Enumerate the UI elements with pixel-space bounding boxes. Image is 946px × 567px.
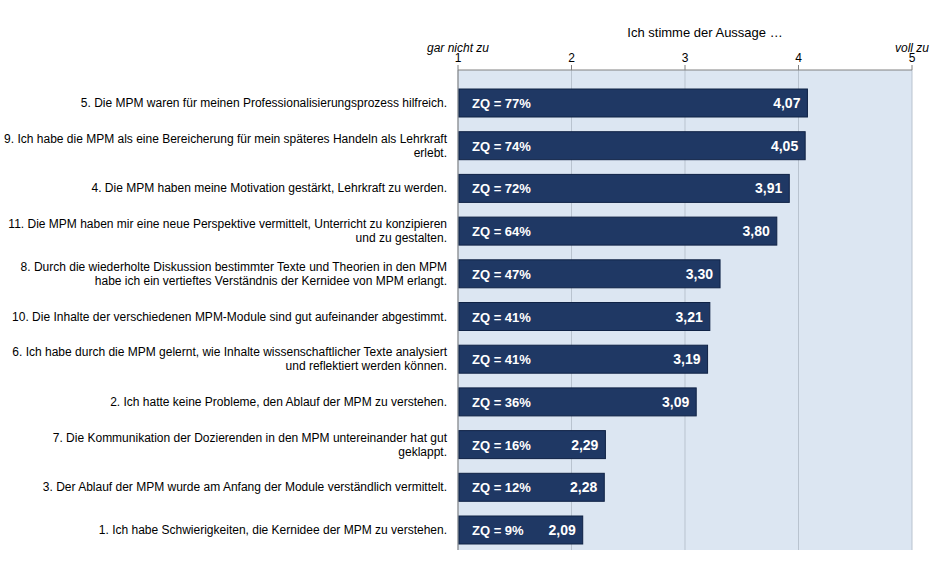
zq-label: ZQ = 41% bbox=[472, 352, 531, 367]
category-label: 3. Der Ablauf der MPM wurde am Anfang de… bbox=[4, 467, 447, 507]
data-label: 3,30 bbox=[686, 266, 713, 282]
category-label: 8. Durch die wiederholte Diskussion best… bbox=[4, 254, 447, 294]
bar bbox=[459, 516, 583, 544]
data-label: 2,29 bbox=[571, 437, 598, 453]
data-label: 3,80 bbox=[743, 223, 770, 239]
zq-label: ZQ = 64% bbox=[472, 224, 531, 239]
bars bbox=[459, 89, 807, 544]
category-label: 5. Die MPM waren für meinen Professional… bbox=[4, 83, 447, 123]
y-axis-line bbox=[458, 70, 459, 550]
bar bbox=[459, 431, 605, 459]
category-label: 1. Ich habe Schwierigkeiten, die Kernide… bbox=[4, 510, 447, 550]
bar bbox=[459, 345, 708, 373]
tick-mark bbox=[798, 65, 799, 70]
category-label: 10. Die Inhalte der verschiedenen MPM-Mo… bbox=[4, 297, 447, 337]
annotation: gar nicht zu bbox=[427, 41, 489, 55]
tick-mark bbox=[571, 65, 572, 70]
zq-label: ZQ = 16% bbox=[472, 438, 531, 453]
data-label: 4,05 bbox=[771, 138, 798, 154]
bar bbox=[459, 217, 777, 245]
data-label: 3,91 bbox=[755, 180, 782, 196]
plot-area bbox=[458, 70, 912, 550]
grid-line bbox=[912, 70, 913, 550]
tick-mark bbox=[458, 65, 459, 70]
zq-label: ZQ = 74% bbox=[472, 139, 531, 154]
bar bbox=[459, 132, 805, 160]
tick-label: 4 bbox=[795, 51, 802, 65]
bar bbox=[459, 174, 789, 202]
data-label: 2,28 bbox=[570, 479, 597, 495]
bar bbox=[459, 303, 710, 331]
tick-label: 3 bbox=[682, 51, 689, 65]
tick-mark bbox=[685, 65, 686, 70]
data-label: 4,07 bbox=[773, 95, 800, 111]
zq-label: ZQ = 36% bbox=[472, 395, 531, 410]
annotation: voll zu bbox=[895, 41, 929, 55]
grid-line bbox=[458, 70, 459, 550]
category-label: 2. Ich hatte keine Probleme, den Ablauf … bbox=[4, 382, 447, 422]
bar bbox=[459, 260, 720, 288]
bar bbox=[459, 473, 604, 501]
bar bbox=[459, 89, 807, 117]
data-label: 3,09 bbox=[662, 394, 689, 410]
zq-label: ZQ = 41% bbox=[472, 310, 531, 325]
zq-label: ZQ = 47% bbox=[472, 267, 531, 282]
data-label: 3,19 bbox=[673, 351, 700, 367]
zq-label: ZQ = 12% bbox=[472, 480, 531, 495]
category-label: 11. Die MPM haben mir eine neue Perspekt… bbox=[4, 211, 447, 251]
zq-label: ZQ = 72% bbox=[472, 181, 531, 196]
category-label: 6. Ich habe durch die MPM gelernt, wie I… bbox=[4, 339, 447, 379]
category-label: 4. Die MPM haben meine Motivation gestär… bbox=[4, 168, 447, 208]
zq-label: ZQ = 77% bbox=[472, 96, 531, 111]
category-label: 9. Ich habe die MPM als eine Bereicherun… bbox=[4, 126, 447, 166]
x-axis-line bbox=[458, 70, 912, 71]
category-label: 7. Die Kommunikation der Dozierenden in … bbox=[4, 425, 447, 465]
tick-label: 2 bbox=[568, 51, 575, 65]
axis-title: Ich stimme der Aussage … bbox=[627, 25, 782, 40]
tick-mark bbox=[912, 65, 913, 70]
zq-label: ZQ = 9% bbox=[472, 523, 524, 538]
bar bbox=[459, 388, 696, 416]
data-label: 2,09 bbox=[548, 522, 575, 538]
data-label: 3,21 bbox=[676, 309, 703, 325]
